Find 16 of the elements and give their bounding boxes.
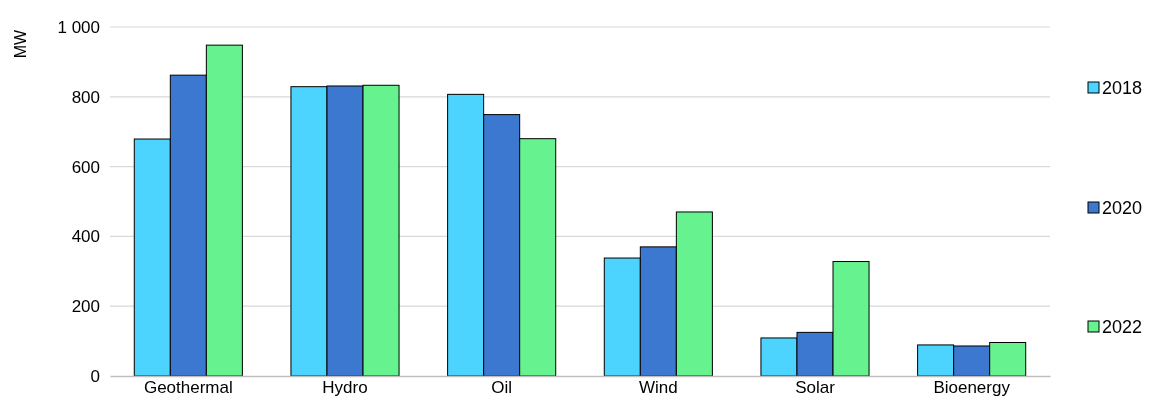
- x-tick-label: Oil: [491, 378, 513, 398]
- y-tick-label: 200: [71, 297, 100, 317]
- y-tick-label: 1 000: [57, 17, 100, 37]
- y-tick-label: 600: [71, 157, 100, 177]
- legend-label: 2022: [1102, 317, 1143, 337]
- y-tick-label: 400: [71, 227, 100, 247]
- y-tick-label: 800: [71, 87, 100, 107]
- x-tick-label: Geothermal: [143, 378, 233, 398]
- y-axis-title: MW: [12, 28, 29, 59]
- legend-label: 2020: [1102, 198, 1143, 218]
- x-tick-label: Solar: [795, 378, 836, 398]
- legend-label: 2018: [1102, 78, 1143, 98]
- x-tick-label: Hydro: [322, 378, 368, 398]
- x-tick-label: Wind: [638, 378, 678, 398]
- x-tick-label: Bioenergy: [933, 378, 1011, 398]
- y-tick-label: 0: [90, 366, 100, 386]
